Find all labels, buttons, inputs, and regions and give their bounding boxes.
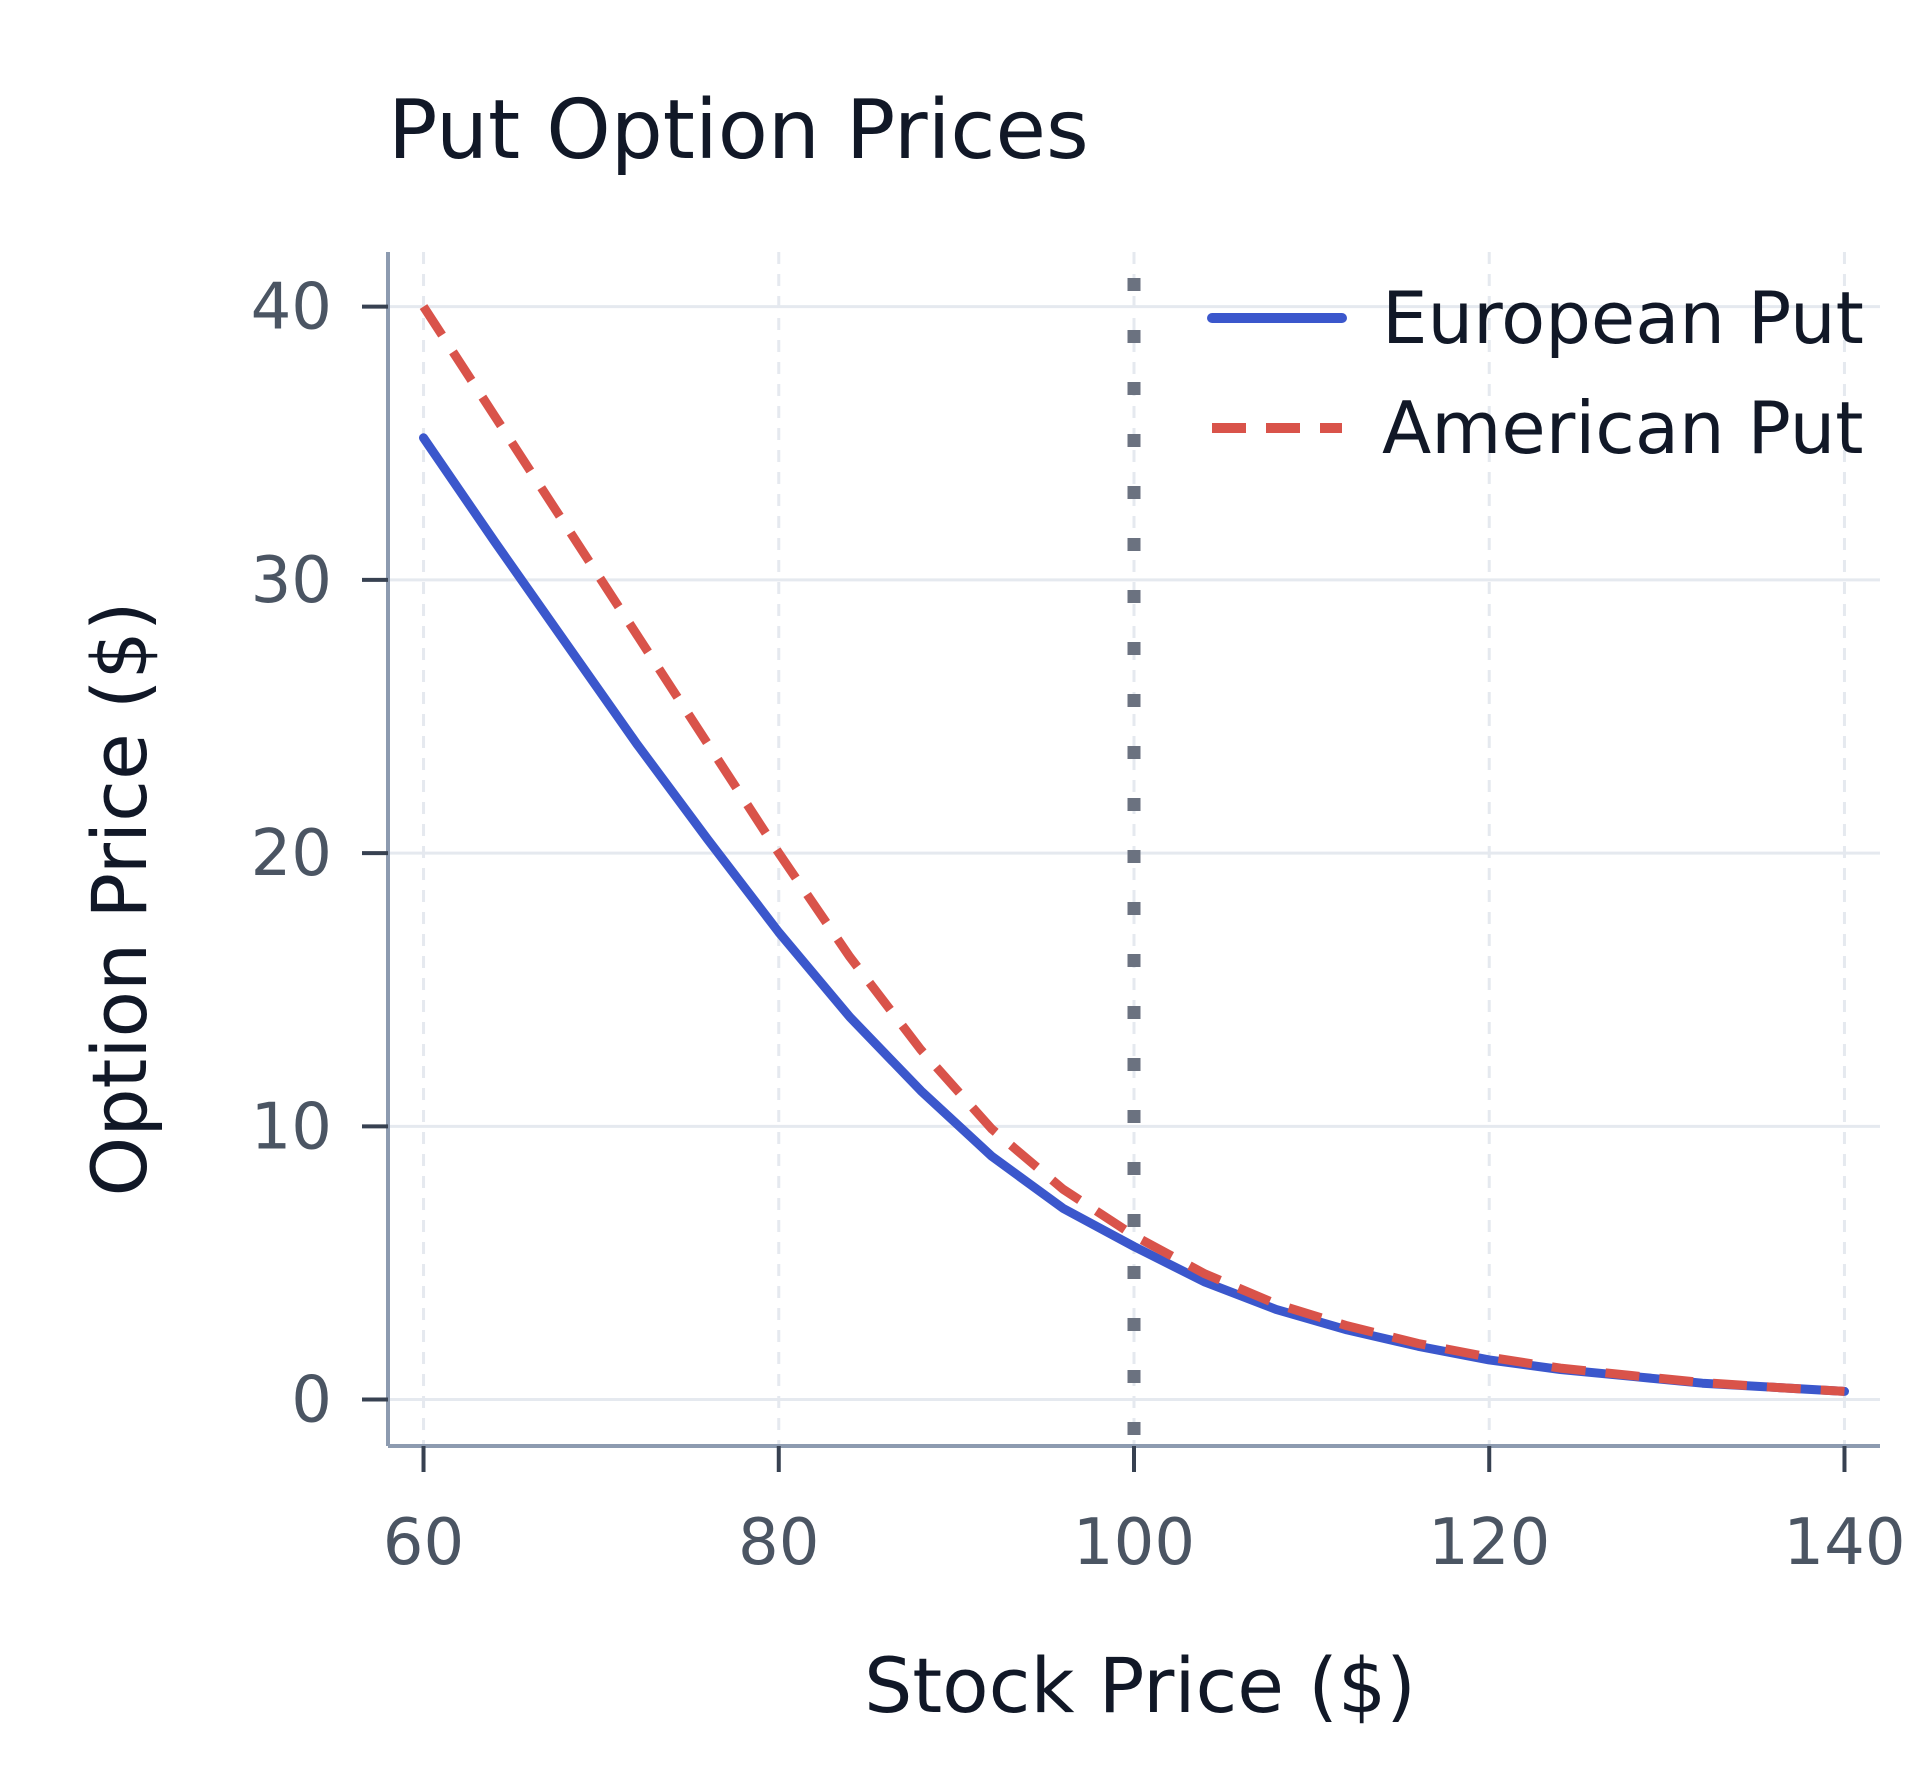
series-layer: [419, 304, 1849, 1396]
x-tick-label-4: 140: [1783, 1506, 1905, 1580]
y-tick-label-4: 40: [251, 271, 332, 345]
grid-lines: [388, 252, 1880, 1446]
legend-label-1: American Put: [1382, 386, 1864, 470]
chart-title: Put Option Prices: [388, 83, 1089, 178]
y-tick-label-0: 0: [291, 1364, 332, 1438]
x-tick-label-3: 120: [1428, 1506, 1550, 1580]
y-tick-label-3: 30: [251, 544, 332, 618]
legend-label-0: European Put: [1382, 276, 1864, 360]
y-axis-label: Option Price ($): [75, 601, 164, 1196]
y-tick-label-2: 20: [251, 817, 332, 891]
legend: European Put American Put: [1207, 276, 1864, 470]
axis-ticks: 0 10 20 30 40 60 80 100 120 140: [251, 271, 1906, 1580]
x-tick-label-0: 60: [383, 1506, 464, 1580]
x-tick-label-1: 80: [738, 1506, 819, 1580]
y-tick-label-1: 10: [251, 1090, 332, 1164]
x-tick-label-2: 100: [1073, 1506, 1195, 1580]
series-line-american-put: [419, 304, 1845, 1396]
x-axis-label: Stock Price ($): [864, 1641, 1416, 1730]
